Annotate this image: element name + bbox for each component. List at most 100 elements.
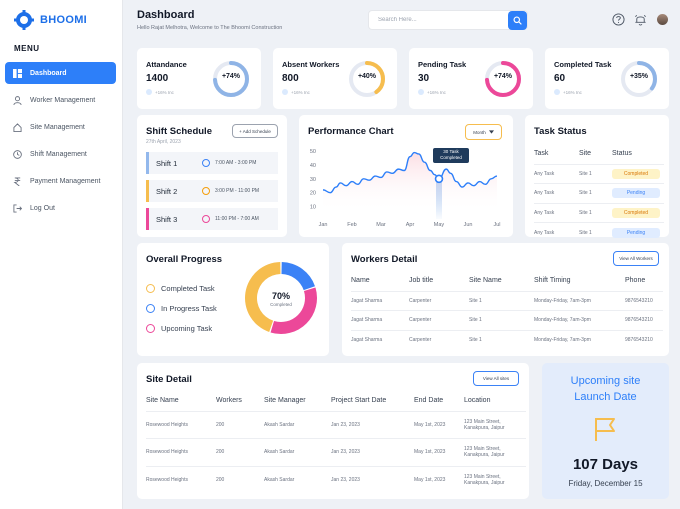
status-badge: Completed xyxy=(612,168,660,179)
shift-time: 7:00 AM - 3:00 PM xyxy=(202,159,256,167)
table-row[interactable]: Rosewood Heights 200 Akash Sardar Jan 23… xyxy=(146,465,526,494)
table-row[interactable]: Any Task Site 1 Pending xyxy=(534,183,664,203)
column-header: Site xyxy=(579,150,592,158)
donut-label: Completed xyxy=(270,302,292,307)
site-name: Site 1 xyxy=(469,310,534,330)
chart-tooltip: 30 Task Completed xyxy=(433,148,469,163)
shift-row[interactable]: Shift 2 3:00 PM - 11:00 PM xyxy=(146,180,278,202)
search-button[interactable] xyxy=(508,10,527,30)
table-row[interactable]: Rosewood Heights 200 Akash Sardar Jan 23… xyxy=(146,438,526,466)
stat-value: 60 xyxy=(554,73,566,84)
y-tick-label: 40 xyxy=(310,163,316,169)
sidebar-item-label: Dashboard xyxy=(30,69,67,77)
series-line xyxy=(322,151,498,194)
month-dropdown[interactable]: Month xyxy=(465,124,502,140)
welcome-text: Hello Rajat Melhotra, Welcome to The Bho… xyxy=(137,25,283,31)
legend-item: Upcoming Task xyxy=(146,324,212,333)
location: 123 Main Street, Kanakpura, Jaipur xyxy=(464,438,526,466)
sidebar-item-log-out[interactable]: Log Out xyxy=(5,198,116,220)
site-name: Site 1 xyxy=(469,290,534,311)
view-all-workers-button[interactable]: View All Workers xyxy=(613,251,659,266)
sidebar-item-worker-management[interactable]: Worker Management xyxy=(5,89,116,111)
clock-icon xyxy=(13,150,22,159)
sidebar-item-shift-management[interactable]: Shift Management xyxy=(5,144,116,166)
bell-icon[interactable] xyxy=(634,13,647,26)
progress-ring xyxy=(349,61,385,97)
check-circle-icon xyxy=(146,304,155,313)
shift-time-text: 11:00 PM - 7:00 AM xyxy=(215,216,259,222)
stat-change: +16% Inc xyxy=(554,89,582,95)
status-badge: Pending xyxy=(612,188,660,199)
search-input[interactable] xyxy=(369,17,508,23)
table-row[interactable]: Any Task Site 1 Pending xyxy=(534,222,664,242)
line-area xyxy=(323,152,497,212)
x-tick-label: May xyxy=(434,222,445,228)
shift-row[interactable]: Shift 3 11:00 PM - 7:00 AM xyxy=(146,208,278,230)
table-row[interactable]: Jagat Sharma Carpenter Site 1 Monday-Fri… xyxy=(351,290,663,311)
shift-timing: Monday-Friday, 7am-3pm xyxy=(534,329,625,350)
sidebar-item-dashboard[interactable]: Dashboard xyxy=(5,62,116,84)
site-table: Site Name Workers Site Manager Project S… xyxy=(146,391,526,494)
logo[interactable]: BHOOMI xyxy=(14,10,87,30)
location-line: Kanakpura, Jaipur xyxy=(464,480,505,486)
rupee-icon xyxy=(13,177,21,187)
task-cell: Any Task xyxy=(534,202,579,223)
y-tick-label: 10 xyxy=(310,204,316,210)
search-bar xyxy=(368,10,528,30)
progress-donut xyxy=(245,262,317,334)
y-tick-label: 50 xyxy=(310,149,316,155)
stat-card-completed-task: Completed Task 60 +16% Inc +35% xyxy=(545,48,669,109)
column-header: Status xyxy=(612,150,632,158)
sidebar-item-site-management[interactable]: Site Management xyxy=(5,116,116,138)
location: 123 Main Street, Kanakpura, Jaipur xyxy=(464,465,526,494)
avatar[interactable] xyxy=(657,14,668,25)
clock-icon xyxy=(202,215,210,223)
task-cell: Any Task xyxy=(534,163,579,184)
location-line: Kanakpura, Jaipur xyxy=(464,452,505,459)
x-tick-label: Mar xyxy=(376,222,386,228)
status-cell: Completed xyxy=(612,202,664,223)
card-title: Overall Progress xyxy=(146,254,223,265)
site-manager: Akash Sardar xyxy=(264,438,331,466)
sidebar-item-label: Site Management xyxy=(30,123,85,131)
sidebar-item-label: Shift Management xyxy=(30,151,87,159)
ring-fill xyxy=(621,61,657,97)
phone: 9876543210 xyxy=(625,310,663,330)
donut-segment xyxy=(270,287,317,334)
sidebar-item-payment-management[interactable]: Payment Management xyxy=(5,171,116,193)
start-date: Jan 23, 2023 xyxy=(331,410,414,439)
stat-change: +16% Inc xyxy=(282,89,310,95)
table-row[interactable]: Jagat Sharma Carpenter Site 1 Monday-Fri… xyxy=(351,329,663,350)
gear-logo-icon xyxy=(14,10,34,30)
table-header-row: Site Name Workers Site Manager Project S… xyxy=(146,391,526,411)
stat-change-text: +16% Inc xyxy=(291,89,310,95)
site-manager: Akash Sardar xyxy=(264,410,331,439)
job-title: Carpenter xyxy=(409,329,469,350)
task-cell: Any Task xyxy=(534,183,579,203)
status-badge: Completed xyxy=(612,207,660,218)
table-row[interactable]: Any Task Site 1 Completed xyxy=(534,202,664,223)
location-line: 123 Main Street, xyxy=(464,446,501,453)
shift-row[interactable]: Shift 1 7:00 AM - 3:00 PM xyxy=(146,152,278,174)
add-schedule-button[interactable]: + Add Schedule xyxy=(232,124,278,138)
info-circle-icon xyxy=(146,324,155,333)
sidebar-item-label: Payment Management xyxy=(30,178,101,186)
stat-card-absent-workers: Absent Workers 800 +16% Inc +40% xyxy=(273,48,397,109)
performance-chart: 10 20 30 40 50 Jan Feb Mar Apr May Jun Jul xyxy=(310,149,501,228)
shift-time-text: 7:00 AM - 3:00 PM xyxy=(215,160,257,166)
view-all-sites-button[interactable]: View All sites xyxy=(473,371,519,386)
table-row[interactable]: Rosewood Heights 200 Akash Sardar Jan 23… xyxy=(146,410,526,439)
table-row[interactable]: Jagat Sharma Carpenter Site 1 Monday-Fri… xyxy=(351,310,663,330)
page-title: Dashboard xyxy=(137,9,195,21)
ring-fill xyxy=(485,61,521,97)
help-icon[interactable] xyxy=(612,13,625,26)
location-line: 123 Main Street, xyxy=(464,418,501,425)
table-row[interactable]: Any Task Site 1 Completed xyxy=(534,163,664,184)
x-tick-label: Jun xyxy=(464,222,473,228)
upcoming-title-line: Upcoming site xyxy=(570,375,641,387)
column-header: Site Name xyxy=(469,277,502,285)
start-date: Jan 23, 2023 xyxy=(331,438,414,466)
location: 123 Main Street, Kanakpura, Jaipur xyxy=(464,410,526,439)
status-cell: Completed xyxy=(612,163,664,184)
column-header: Shift Timing xyxy=(534,277,571,285)
